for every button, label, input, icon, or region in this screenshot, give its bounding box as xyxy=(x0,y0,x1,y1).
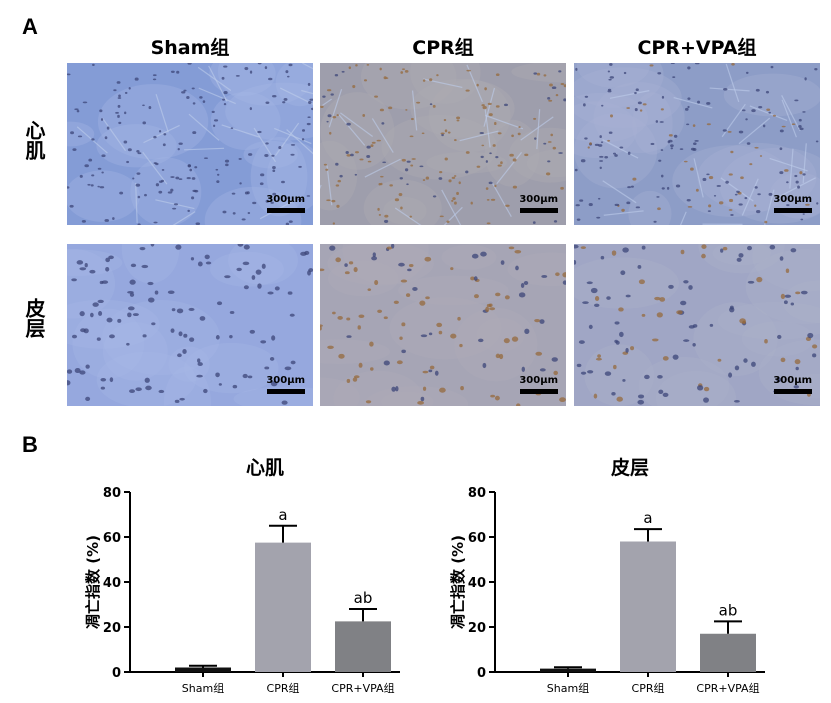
y-tick-label: 20 xyxy=(468,621,486,636)
scale-bar xyxy=(520,389,558,394)
bar xyxy=(175,667,231,672)
y-tick-label: 40 xyxy=(103,576,121,591)
micrograph-myocardium-sham: 300μm xyxy=(67,63,313,225)
significance-label: ab xyxy=(719,601,738,619)
x-tick-label: Sham组 xyxy=(182,681,224,695)
chart-title-myocardium: 心肌 xyxy=(245,457,284,479)
y-tick-label: 80 xyxy=(468,486,486,501)
significance-label: ab xyxy=(354,589,373,607)
scale-bar xyxy=(267,389,305,394)
scale-label: 300μm xyxy=(519,375,558,386)
panel-a-label: A xyxy=(22,14,38,39)
significance-label: a xyxy=(278,506,287,524)
y-tick-label: 80 xyxy=(103,486,121,501)
scale-label: 300μm xyxy=(266,194,305,205)
row-label-myocardium: 心肌 xyxy=(22,120,46,160)
y-tick-label: 60 xyxy=(468,531,486,546)
y-tick-label: 0 xyxy=(112,666,121,681)
x-tick-label: Sham组 xyxy=(547,681,589,695)
micrograph-myocardium-cpr: 300μm xyxy=(320,63,566,225)
y-axis-label: 凋亡指数 (%) xyxy=(449,535,467,629)
bar xyxy=(335,621,391,672)
y-tick-label: 40 xyxy=(468,576,486,591)
scale-label: 300μm xyxy=(266,375,305,386)
column-title-sham: Sham组 xyxy=(150,37,230,59)
scale-bar xyxy=(774,389,812,394)
bar xyxy=(700,633,756,672)
y-tick-label: 0 xyxy=(477,666,486,681)
micrograph-cortex-cpr-vpa: 300μm xyxy=(574,244,820,406)
y-tick-label: 20 xyxy=(103,621,121,636)
column-title-cpr-vpa: CPR+VPA组 xyxy=(637,37,757,59)
bar xyxy=(620,541,676,672)
x-tick-label: CPR+VPA组 xyxy=(696,681,759,695)
scale-label: 300μm xyxy=(519,194,558,205)
bar xyxy=(255,542,311,672)
micrograph-myocardium-cpr-vpa: 300μm xyxy=(574,63,820,225)
panel-b-label: B xyxy=(22,432,38,457)
scale-bar xyxy=(267,208,305,213)
micrograph-cortex-cpr: 300μm xyxy=(320,244,566,406)
column-title-cpr: CPR组 xyxy=(412,37,474,59)
significance-label: a xyxy=(643,509,652,527)
scale-bar xyxy=(774,208,812,213)
x-tick-label: CPR组 xyxy=(267,681,300,695)
bar-chart-cortex: 0 20 40 60 80 凋亡指数 (%) Sham组 a CPR组 ab CPR+VPA组 xyxy=(445,480,775,702)
scale-bar xyxy=(520,208,558,213)
scale-label: 300μm xyxy=(773,375,812,386)
bar xyxy=(540,668,596,672)
y-tick-label: 60 xyxy=(103,531,121,546)
y-axis-label: 凋亡指数 (%) xyxy=(84,535,102,629)
micrograph-cortex-sham: 300μm xyxy=(67,244,313,406)
scale-label: 300μm xyxy=(773,194,812,205)
row-label-cortex: 皮层 xyxy=(22,298,46,338)
x-tick-label: CPR+VPA组 xyxy=(331,681,394,695)
bar-chart-myocardium: 0 20 40 60 80 凋亡指数 (%) Sham组 a CPR组 ab CPR+VPA组 xyxy=(80,480,410,702)
chart-title-cortex: 皮层 xyxy=(610,457,649,479)
x-tick-label: CPR组 xyxy=(632,681,665,695)
